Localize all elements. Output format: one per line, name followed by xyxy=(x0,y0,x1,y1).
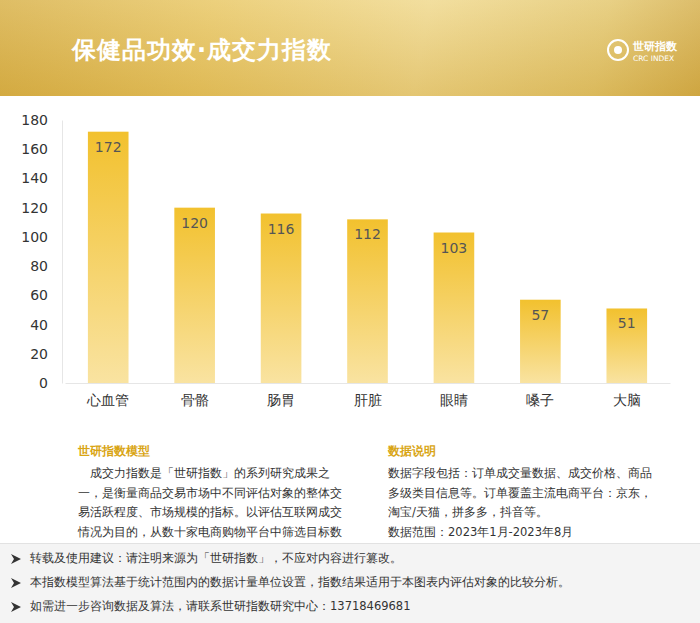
y-tick-label: 20 xyxy=(30,346,48,362)
y-tick-label: 180 xyxy=(21,112,48,128)
logo-subtext: CRC INDEX xyxy=(633,54,674,63)
bullet-arrow xyxy=(11,554,21,564)
x-axis-line xyxy=(66,383,671,384)
logo-icon-dot xyxy=(614,46,622,54)
x-tick: 心血管 xyxy=(86,383,129,408)
y-tick: 20 xyxy=(30,346,62,362)
title: 保健品功效·成交力指数 xyxy=(72,34,332,66)
y-tick: 140 xyxy=(21,170,62,186)
note-text: 数据范围：2023年1月-2023年8月 xyxy=(388,523,656,543)
logo: 世研指数CRC INDEX xyxy=(606,36,696,70)
y-axis-line xyxy=(62,121,63,384)
footer-row: 转载及使用建议：请注明来源为「世研指数」，不应对内容进行篡改。 xyxy=(10,549,695,569)
chart: 0 20 40 60 80 100 120 140 160 180 心血管 骨骼 肠胃 肝脏 眼睛 嗓子 大脑 1… xyxy=(0,96,700,426)
note-title: 数据说明 xyxy=(388,443,656,460)
x-tick: 大脑 xyxy=(613,383,641,408)
data-label: 51 xyxy=(618,315,636,331)
bar xyxy=(606,308,647,383)
bars xyxy=(88,132,647,383)
y-tick: 100 xyxy=(21,229,62,245)
data-label: 172 xyxy=(95,139,122,155)
data-label: 112 xyxy=(354,226,381,242)
bar xyxy=(261,214,302,383)
logo-text: 世研指数 xyxy=(632,40,678,53)
x-tick: 眼睛 xyxy=(440,383,468,408)
x-tick: 肠胃 xyxy=(267,383,295,408)
header-band: 保健品功效·成交力指数 世研指数CRC INDEX xyxy=(0,0,700,96)
footer-text: 转载及使用建议：请注明来源为「世研指数」，不应对内容进行篡改。 xyxy=(30,551,402,566)
data-labels: 172 120 116 112 103 57 51 xyxy=(95,139,636,332)
bar xyxy=(347,219,388,383)
data-label: 116 xyxy=(268,221,295,237)
data-label: 57 xyxy=(531,307,549,323)
y-tick: 180 xyxy=(21,112,62,128)
bar xyxy=(174,208,215,383)
footer-row: 本指数模型算法基于统计范围内的数据计量单位设置，指数结果适用于本图表内评估对象的… xyxy=(10,573,695,593)
y-tick: 160 xyxy=(21,141,62,157)
data-label: 120 xyxy=(181,215,208,231)
footer-text: 本指数模型算法基于统计范围内的数据计量单位设置，指数结果适用于本图表内评估对象的… xyxy=(30,575,570,590)
y-tick-label: 140 xyxy=(21,170,48,186)
x-tick-label: 肝脏 xyxy=(354,392,382,408)
x-tick-label: 眼睛 xyxy=(440,392,468,408)
x-tick: 嗓子 xyxy=(526,383,554,408)
bar xyxy=(88,132,129,383)
bar xyxy=(434,233,475,383)
logo-icon xyxy=(608,40,628,60)
data-label: 103 xyxy=(441,240,468,256)
bullet xyxy=(10,577,22,589)
x-tick-label: 骨骼 xyxy=(181,392,209,408)
note-title: 世研指数模型 xyxy=(78,443,346,460)
y-tick-label: 120 xyxy=(21,200,48,216)
y-axis: 0 20 40 60 80 100 120 140 160 180 xyxy=(21,112,62,391)
bullet xyxy=(10,553,22,565)
y-tick-label: 160 xyxy=(21,141,48,157)
footer: 转载及使用建议：请注明来源为「世研指数」，不应对内容进行篡改。本指数模型算法基于… xyxy=(0,543,700,623)
bullet-arrow xyxy=(11,602,21,612)
bar xyxy=(520,300,561,383)
y-tick: 80 xyxy=(30,258,62,274)
y-tick-label: 40 xyxy=(30,317,48,333)
x-tick-label: 肠胃 xyxy=(267,392,295,408)
footer-text: 如需进一步咨询数据及算法，请联系世研指数研究中心：13718469681 xyxy=(30,599,410,614)
y-tick-label: 100 xyxy=(21,229,48,245)
x-tick-label: 心血管 xyxy=(86,392,129,408)
x-tick-label: 嗓子 xyxy=(526,392,554,408)
y-tick-label: 0 xyxy=(39,375,48,391)
note-block: 数据说明数据字段包括：订单成交量数据、成交价格、商品多级类目信息等。订单覆盖主流… xyxy=(388,443,656,542)
y-tick-label: 80 xyxy=(30,258,48,274)
y-tick-label: 60 xyxy=(30,287,48,303)
y-tick: 40 xyxy=(30,317,62,333)
y-tick: 0 xyxy=(39,375,62,391)
y-tick: 60 xyxy=(30,287,62,303)
footer-row: 如需进一步咨询数据及算法，请联系世研指数研究中心：13718469681 xyxy=(10,597,695,617)
bullet xyxy=(10,601,22,613)
x-axis: 心血管 骨骼 肠胃 肝脏 眼睛 嗓子 大脑 xyxy=(66,383,671,408)
x-tick: 骨骼 xyxy=(181,383,209,408)
note-text: 数据字段包括：订单成交量数据、成交价格、商品多级类目信息等。订单覆盖主流电商平台… xyxy=(388,464,656,523)
x-tick-label: 大脑 xyxy=(613,392,641,408)
y-tick: 120 xyxy=(21,200,62,216)
x-tick: 肝脏 xyxy=(354,383,382,408)
bullet-arrow xyxy=(11,578,21,588)
